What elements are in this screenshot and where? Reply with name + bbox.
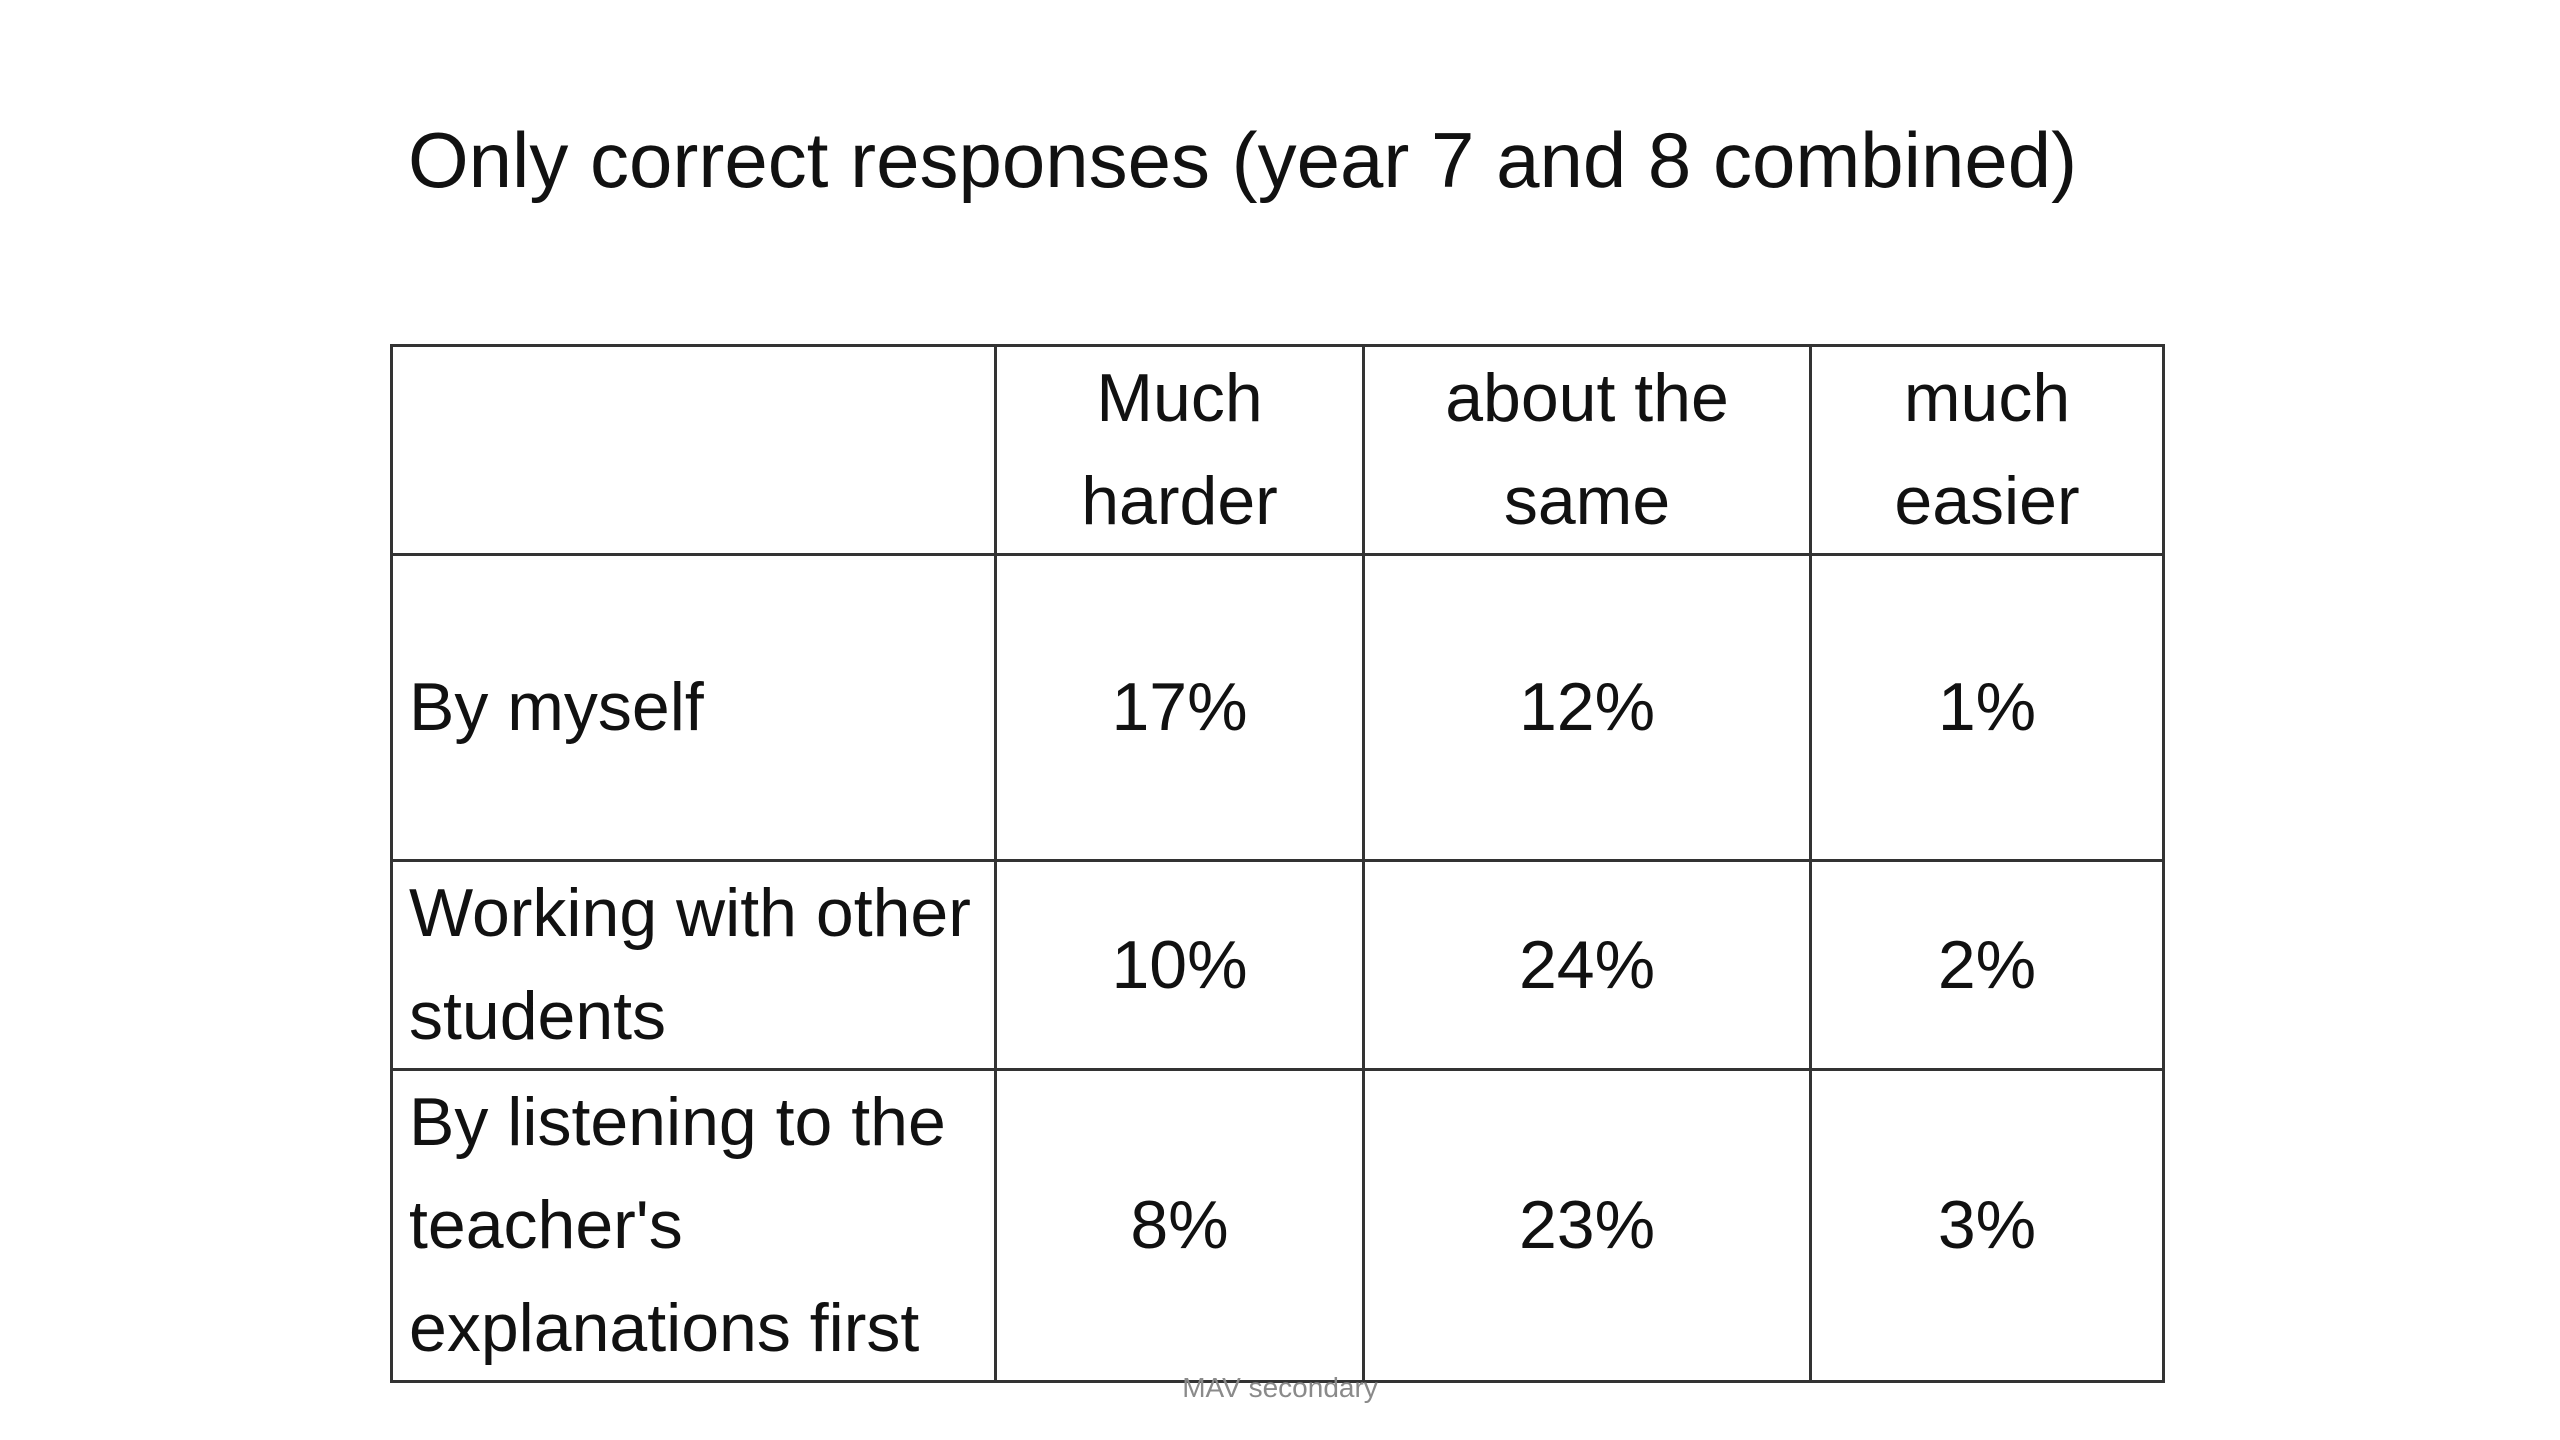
- row-label: By listening to the teacher's explanatio…: [390, 1068, 997, 1383]
- slide-title: Only correct responses (year 7 and 8 com…: [408, 116, 2078, 204]
- table-cell: 24%: [1362, 859, 1812, 1071]
- row-label: By myself: [390, 553, 997, 862]
- header-much-easier: much easier: [1809, 344, 2165, 556]
- table-cell: 23%: [1362, 1068, 1812, 1383]
- results-table: Much harder about the same much easier B…: [390, 344, 2165, 1383]
- table-cell: 8%: [994, 1068, 1365, 1383]
- header-much-harder: Much harder: [994, 344, 1365, 556]
- header-corner-cell: [390, 344, 997, 556]
- table-row: By myself 17% 12% 1%: [390, 553, 2165, 862]
- row-label: Working with other students: [390, 859, 997, 1071]
- table-row: By listening to the teacher's explanatio…: [390, 1068, 2165, 1383]
- table-row: Working with other students 10% 24% 2%: [390, 859, 2165, 1071]
- table-cell: 12%: [1362, 553, 1812, 862]
- table-cell: 1%: [1809, 553, 2165, 862]
- header-about-the-same: about the same: [1362, 344, 1812, 556]
- table-cell: 2%: [1809, 859, 2165, 1071]
- footer-note: MAV secondary: [1182, 1372, 1378, 1403]
- table-cell: 17%: [994, 553, 1365, 862]
- table-cell: 10%: [994, 859, 1365, 1071]
- table-header-row: Much harder about the same much easier: [390, 344, 2165, 556]
- table-cell: 3%: [1809, 1068, 2165, 1383]
